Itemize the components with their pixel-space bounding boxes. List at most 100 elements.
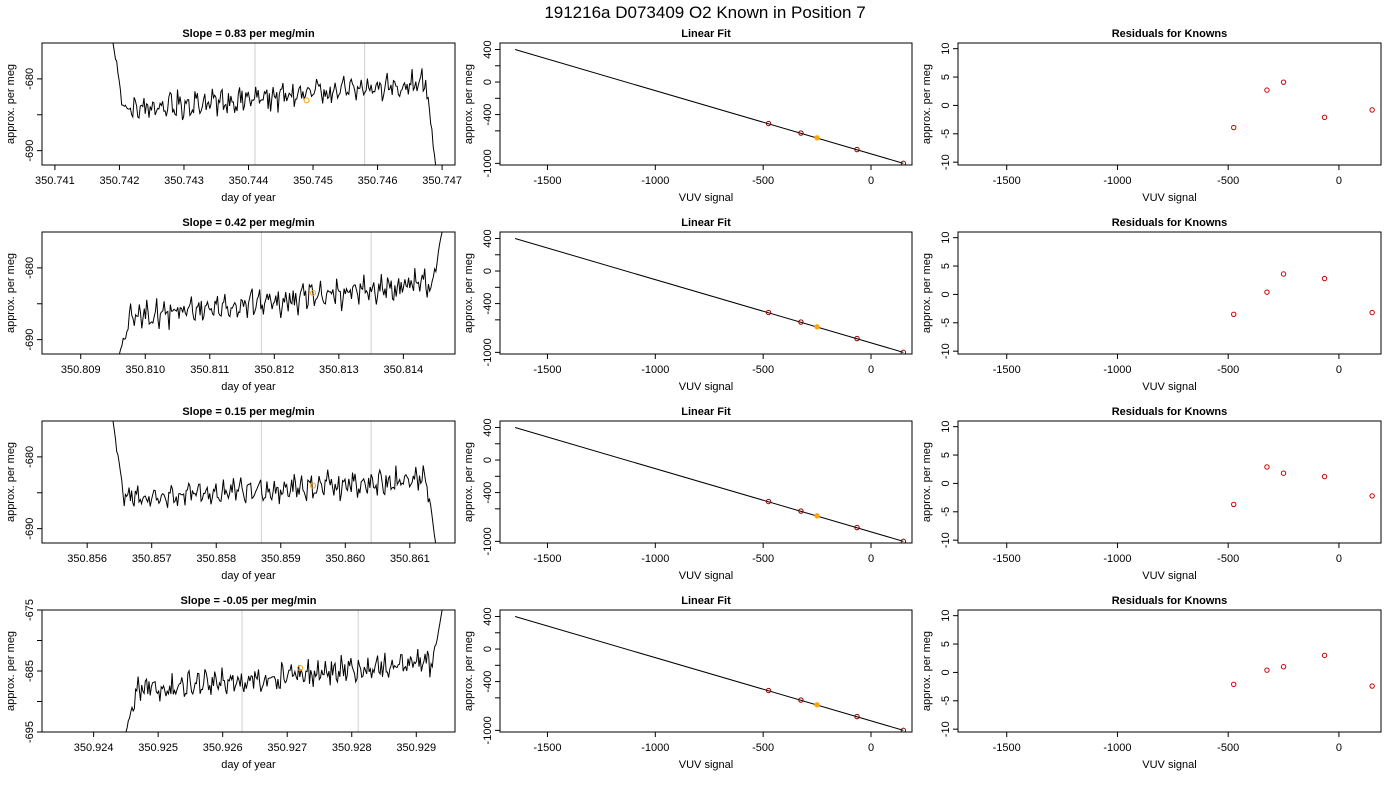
y-axis-label: approx. per meg [5, 631, 17, 711]
x-axis-label: day of year [221, 192, 276, 204]
x-tick-label: -500 [1217, 553, 1239, 565]
x-tick-label: 350.861 [390, 553, 430, 565]
x-tick-label: 350.812 [254, 364, 294, 376]
known-point [798, 697, 804, 703]
signal-trace [118, 232, 443, 354]
fit-line [514, 427, 904, 542]
residual-point [1231, 311, 1237, 317]
known-point [798, 319, 804, 325]
x-tick-label: -1000 [641, 742, 669, 754]
x-axis: -1500 -1000 -500 0 [993, 732, 1342, 754]
plot-frame [41, 231, 456, 355]
residual-point [1321, 473, 1328, 480]
plot-area [1231, 79, 1375, 131]
x-tick-label: 350.746 [358, 175, 398, 187]
y-tick-label: -5 [940, 507, 952, 517]
residual-point [1369, 493, 1375, 499]
panel-title: Slope = 0.83 per meg/min [182, 28, 315, 40]
y-tick-label: 400 [482, 607, 494, 625]
x-axis: 350.741 350.742 350.743 350.744 350.745 350.7… [35, 165, 462, 187]
y-tick-label: 10 [940, 232, 952, 244]
panel-title: Residuals for Knowns [1112, 595, 1228, 607]
y-axis: -690 -680 [24, 257, 42, 351]
x-tick-label: -1500 [533, 364, 561, 376]
y-axis-label: approx. per meg [5, 253, 17, 333]
y-tick-label: -690 [24, 140, 36, 162]
x-tick-label: 0 [1336, 175, 1342, 187]
y-axis-label: approx. per meg [5, 64, 17, 144]
plot-frame [41, 42, 456, 166]
x-axis: -1500 -1000 -500 0 [533, 732, 874, 754]
plot-frame [41, 609, 456, 733]
panel-3-2: Residuals for Knowns -1500 -1000 -500 0 VUV s… [921, 595, 1382, 771]
x-axis-label: VUV signal [1142, 192, 1196, 204]
y-axis: -690 -680 [24, 68, 42, 162]
plot-frame [499, 420, 913, 544]
y-tick-label: 0 [482, 646, 494, 652]
known-point [900, 349, 907, 354]
residual-point [1321, 275, 1328, 282]
plot-frame [957, 42, 1382, 166]
x-tick-label: -1000 [1103, 553, 1131, 565]
plot-frame [957, 420, 1382, 544]
y-tick-label: -10 [940, 343, 952, 359]
x-axis: 350.809 350.810 350.811 350.812 350.813 350.8… [61, 354, 423, 376]
highlight-point [814, 324, 820, 330]
x-axis: -1500 -1000 -500 0 [533, 354, 874, 376]
panel-0-2: Residuals for Knowns -1500 -1000 -500 0 VUV s… [921, 28, 1382, 204]
y-tick-label: -685 [24, 660, 36, 682]
residual-point [1321, 652, 1328, 659]
fit-line [514, 238, 904, 353]
x-tick-label: -1000 [641, 364, 669, 376]
y-axis: -10 -5 0 5 10 [940, 610, 958, 737]
y-axis: 400 0 -400 -1000 [482, 229, 500, 366]
plot-frame [499, 609, 913, 733]
y-axis-label: approx. per meg [463, 64, 475, 144]
x-axis: -1500 -1000 -500 0 [993, 543, 1342, 565]
y-tick-label: 0 [940, 291, 952, 297]
x-tick-label: -500 [1217, 364, 1239, 376]
y-tick-label: 10 [940, 610, 952, 622]
residual-point [1280, 271, 1287, 277]
y-tick-label: -5 [940, 129, 952, 139]
plot-frame [499, 231, 913, 355]
y-tick-label: 0 [482, 79, 494, 85]
known-point [765, 120, 772, 127]
y-tick-label: 5 [940, 74, 952, 80]
x-tick-label: 0 [868, 553, 874, 565]
plot-area [112, 43, 437, 165]
highlight-point [814, 513, 820, 519]
plot-area [1231, 464, 1375, 508]
x-axis-label: day of year [221, 759, 276, 771]
y-axis: -695 -685 -675 [24, 599, 42, 743]
x-tick-label: 350.928 [332, 742, 372, 754]
panel-1-2: Residuals for Knowns -1500 -1000 -500 0 VUV s… [921, 217, 1382, 393]
x-tick-label: 350.860 [325, 553, 365, 565]
x-tick-label: 350.810 [125, 364, 165, 376]
y-tick-label: 0 [482, 268, 494, 274]
y-tick-label: -1000 [482, 527, 494, 555]
x-tick-label: 350.927 [267, 742, 307, 754]
plot-area [1231, 271, 1375, 317]
x-tick-label: -1500 [993, 553, 1021, 565]
y-tick-label: 5 [940, 452, 952, 458]
highlight-point [303, 97, 310, 104]
x-tick-label: 350.742 [100, 175, 140, 187]
x-tick-label: -1000 [641, 175, 669, 187]
plot-frame [41, 420, 456, 544]
x-tick-label: 350.743 [164, 175, 204, 187]
y-tick-label: 5 [940, 263, 952, 269]
x-tick-label: -1000 [1103, 175, 1131, 187]
y-axis: -10 -5 0 5 10 [940, 421, 958, 548]
x-tick-label: -1500 [533, 742, 561, 754]
x-tick-label: 350.856 [67, 553, 107, 565]
y-tick-label: 10 [940, 421, 952, 433]
y-tick-label: -690 [24, 518, 36, 540]
known-point [765, 309, 772, 316]
panel-title: Slope = 0.15 per meg/min [182, 406, 315, 418]
